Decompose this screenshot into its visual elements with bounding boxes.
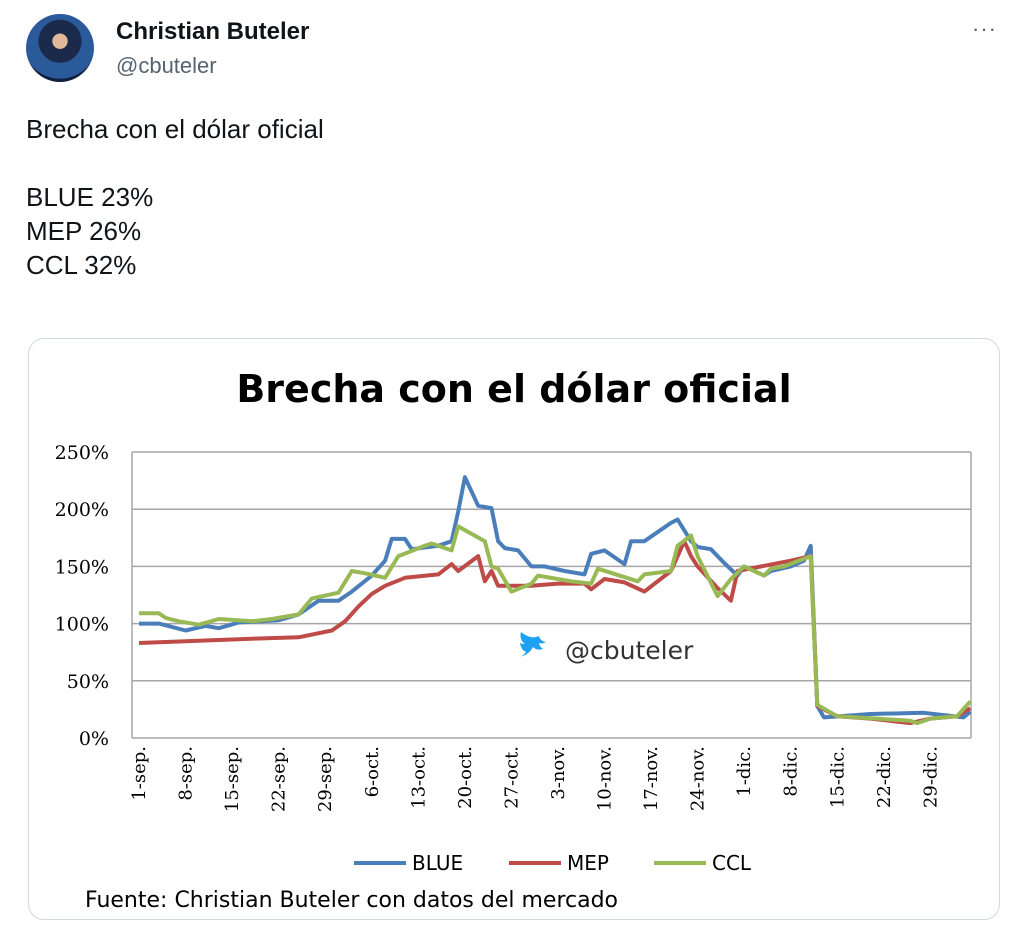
x-tick-label: 22-sep.	[269, 746, 290, 812]
tweet-line: BLUE 23%	[26, 182, 154, 212]
x-tick-label: 29-dic.	[920, 746, 941, 808]
x-tick-label: 15-sep.	[222, 746, 243, 812]
twitter-bird-icon	[519, 632, 546, 657]
watermark-text: @cbuteler	[565, 636, 694, 665]
x-tick-label: 3-nov.	[548, 746, 569, 800]
x-tick-label: 15-dic.	[827, 746, 848, 808]
legend-label: MEP	[567, 851, 609, 875]
x-tick-label: 24-nov.	[688, 746, 709, 811]
series-line-ccl	[139, 524, 972, 726]
x-tick-label: 10-nov.	[595, 746, 616, 811]
line-chart: Brecha con el dólar oficial 0% 50% 100% 150%…	[55, 367, 972, 913]
x-tick-label: 1-sep.	[129, 746, 150, 801]
tweet-line	[26, 146, 324, 180]
x-tick-label: 6-oct.	[362, 746, 383, 797]
x-tick-label: 8-sep.	[176, 746, 197, 801]
chart-source: Fuente: Christian Buteler con datos del …	[85, 888, 618, 913]
author-handle[interactable]: @cbuteler	[116, 53, 217, 78]
y-tick-label: 50%	[67, 671, 109, 693]
tweet-line: Brecha con el dólar oficial	[26, 114, 324, 144]
y-tick-label: 100%	[55, 614, 109, 636]
x-tick-label: 22-dic.	[874, 746, 895, 808]
y-tick-label: 0%	[79, 728, 109, 750]
y-tick-label: 250%	[55, 442, 109, 464]
x-tick-label: 13-oct.	[408, 746, 429, 809]
y-tick-label: 200%	[55, 499, 109, 521]
avatar[interactable]	[26, 14, 94, 82]
tweet-line: CCL 32%	[26, 250, 137, 280]
legend-label: CCL	[712, 851, 752, 875]
author-name[interactable]: Christian Buteler	[116, 18, 310, 45]
chart-image[interactable]: Brecha con el dólar oficial 0% 50% 100% 150%…	[28, 338, 1000, 920]
x-tick-label: 20-oct.	[455, 746, 476, 809]
chart-title: Brecha con el dólar oficial	[236, 367, 791, 411]
more-options-icon[interactable]: ···	[972, 16, 997, 41]
tweet-text: Brecha con el dólar oficial BLUE 23% MEP…	[26, 112, 324, 282]
y-tick-label: 150%	[55, 556, 109, 578]
x-tick-label: 1-dic.	[734, 746, 755, 797]
x-tick-label: 27-oct.	[501, 746, 522, 809]
tweet-line: MEP 26%	[26, 216, 142, 246]
x-tick-label: 17-nov.	[641, 746, 662, 811]
legend-label: BLUE	[412, 851, 463, 875]
x-tick-label: 8-dic.	[781, 746, 802, 797]
x-tick-label: 29-sep.	[315, 746, 336, 812]
